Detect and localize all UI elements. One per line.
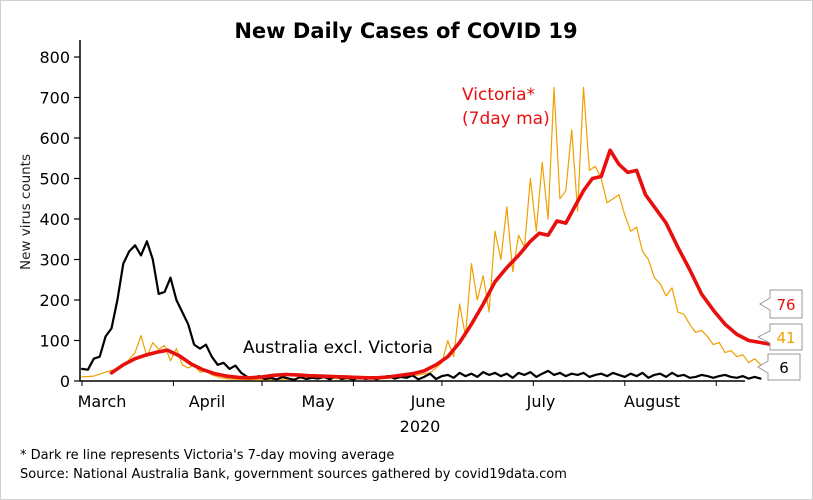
x-tick-label-june: June: [410, 392, 446, 411]
end-labels: 76 41 6: [756, 289, 803, 381]
y-ticks: 0 100 200 300 400 500 600 700 800: [39, 48, 80, 391]
axes: [79, 40, 745, 382]
footnote: * Dark re line represents Victoria's 7-d…: [20, 448, 394, 463]
y-tick-label: 600: [39, 129, 70, 148]
series-line-australia: [80, 240, 762, 381]
x-axis-label: 2020: [400, 417, 441, 436]
y-tick-label: 500: [39, 170, 70, 189]
end-label-victoria-daily: 41: [776, 329, 795, 347]
series-layer: [80, 86, 781, 381]
y-tick-label: 200: [39, 291, 70, 310]
x-tick-label-july: July: [526, 392, 556, 411]
end-label-box-victoria-daily: [756, 323, 803, 351]
x-tick-label-august: August: [624, 392, 680, 411]
y-tick-label: 400: [39, 210, 70, 229]
end-label-australia: 6: [779, 359, 789, 377]
end-label-box-victoria-ma: [759, 289, 803, 319]
y-tick-label: 700: [39, 89, 70, 108]
y-tick-label: 100: [39, 332, 70, 351]
y-tick-label: 300: [39, 251, 70, 270]
y-axis-label: New virus counts: [18, 154, 34, 270]
y-tick-label: 800: [39, 48, 70, 67]
chart-title: New Daily Cases of COVID 19: [234, 19, 577, 43]
end-label-victoria-ma: 76: [776, 296, 795, 314]
victoria-annotation-line1: Victoria*: [462, 85, 535, 105]
x-ticks: March April May June July August: [78, 381, 717, 411]
x-tick-label-may: May: [301, 392, 334, 411]
x-tick-label-april: April: [189, 392, 226, 411]
series-line-victoria-ma: [109, 148, 781, 380]
x-tick-label-march: March: [78, 392, 127, 411]
series-line-victoria-daily: [81, 86, 762, 381]
end-label-box-australia: [757, 353, 801, 381]
victoria-annotation-line2: (7day ma): [462, 109, 550, 129]
source-note: Source: National Australia Bank, governm…: [20, 467, 567, 482]
australia-annotation: Australia excl. Victoria: [243, 338, 433, 358]
y-tick-label: 0: [60, 372, 70, 391]
